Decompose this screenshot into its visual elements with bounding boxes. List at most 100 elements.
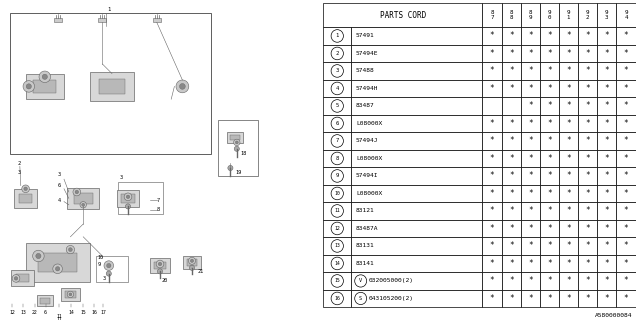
Text: *: * bbox=[547, 276, 552, 285]
Text: 17: 17 bbox=[101, 309, 106, 315]
Circle shape bbox=[56, 267, 60, 271]
Text: *: * bbox=[509, 67, 513, 76]
Bar bbox=[597, 45, 616, 62]
Bar bbox=[540, 290, 559, 307]
Bar bbox=[502, 150, 521, 167]
Bar bbox=[19, 194, 32, 203]
Text: *: * bbox=[490, 294, 494, 303]
Bar bbox=[351, 185, 483, 202]
Bar bbox=[323, 255, 351, 272]
Text: *: * bbox=[490, 276, 494, 285]
Bar bbox=[99, 18, 106, 22]
Text: *: * bbox=[490, 136, 494, 146]
Bar bbox=[351, 62, 483, 80]
Text: 11: 11 bbox=[334, 208, 340, 213]
Text: 13: 13 bbox=[20, 309, 26, 315]
Bar bbox=[521, 62, 540, 80]
Bar bbox=[559, 290, 578, 307]
Circle shape bbox=[22, 185, 29, 193]
Text: *: * bbox=[623, 259, 628, 268]
Bar bbox=[578, 115, 597, 132]
Bar bbox=[616, 185, 636, 202]
Bar bbox=[578, 272, 597, 290]
Text: S: S bbox=[359, 296, 362, 301]
Bar bbox=[502, 80, 521, 97]
Bar bbox=[483, 80, 502, 97]
Bar bbox=[521, 290, 540, 307]
Bar bbox=[578, 80, 597, 97]
Text: *: * bbox=[528, 172, 532, 180]
Bar bbox=[559, 185, 578, 202]
Text: *: * bbox=[605, 294, 609, 303]
Bar bbox=[483, 115, 502, 132]
Text: *: * bbox=[528, 276, 532, 285]
Bar bbox=[559, 167, 578, 185]
Text: 1: 1 bbox=[108, 7, 111, 12]
Bar bbox=[323, 45, 351, 62]
Text: 83141: 83141 bbox=[356, 261, 375, 266]
Text: *: * bbox=[586, 189, 590, 198]
Circle shape bbox=[23, 81, 35, 92]
Circle shape bbox=[234, 146, 239, 151]
Text: *: * bbox=[586, 154, 590, 163]
Text: 7: 7 bbox=[335, 139, 339, 143]
Bar bbox=[521, 80, 540, 97]
Text: *: * bbox=[547, 259, 552, 268]
Text: *: * bbox=[605, 154, 609, 163]
Bar bbox=[351, 255, 483, 272]
Bar bbox=[37, 295, 53, 307]
Text: 10: 10 bbox=[97, 255, 103, 260]
Circle shape bbox=[82, 204, 84, 206]
Bar bbox=[502, 62, 521, 80]
Text: 6: 6 bbox=[335, 121, 339, 126]
Bar bbox=[483, 150, 502, 167]
Circle shape bbox=[176, 80, 189, 93]
Bar bbox=[616, 115, 636, 132]
Text: *: * bbox=[605, 49, 609, 58]
Circle shape bbox=[188, 257, 196, 264]
Text: *: * bbox=[490, 189, 494, 198]
Bar bbox=[616, 290, 636, 307]
Bar bbox=[483, 167, 502, 185]
Text: 57494H: 57494H bbox=[356, 86, 378, 91]
Circle shape bbox=[236, 141, 238, 144]
Bar bbox=[351, 167, 483, 185]
Text: *: * bbox=[586, 49, 590, 58]
Bar bbox=[351, 220, 483, 237]
Bar bbox=[483, 27, 502, 45]
Text: *: * bbox=[586, 224, 590, 233]
Bar bbox=[578, 132, 597, 150]
Bar bbox=[33, 80, 56, 93]
Text: *: * bbox=[547, 101, 552, 110]
Text: *: * bbox=[528, 259, 532, 268]
Text: *: * bbox=[547, 294, 552, 303]
Bar bbox=[578, 237, 597, 255]
Text: *: * bbox=[605, 242, 609, 251]
Text: *: * bbox=[509, 154, 513, 163]
Text: *: * bbox=[586, 276, 590, 285]
Text: *: * bbox=[547, 224, 552, 233]
Text: *: * bbox=[528, 154, 532, 163]
Text: *: * bbox=[490, 84, 494, 93]
Text: *: * bbox=[566, 224, 571, 233]
Bar bbox=[578, 45, 597, 62]
Text: *: * bbox=[528, 224, 532, 233]
Text: *: * bbox=[509, 31, 513, 40]
Text: *: * bbox=[623, 224, 628, 233]
Bar bbox=[154, 262, 166, 269]
Bar bbox=[502, 3, 521, 27]
Bar bbox=[502, 27, 521, 45]
Bar bbox=[483, 272, 502, 290]
Bar bbox=[99, 79, 125, 93]
Circle shape bbox=[234, 139, 240, 146]
Bar bbox=[90, 72, 134, 101]
Text: 1: 1 bbox=[335, 34, 339, 38]
Text: *: * bbox=[509, 242, 513, 251]
Text: *: * bbox=[490, 49, 494, 58]
Text: *: * bbox=[547, 242, 552, 251]
Text: *: * bbox=[566, 49, 571, 58]
Bar bbox=[540, 80, 559, 97]
Bar bbox=[483, 3, 502, 27]
Bar bbox=[118, 182, 163, 214]
Bar bbox=[323, 220, 351, 237]
